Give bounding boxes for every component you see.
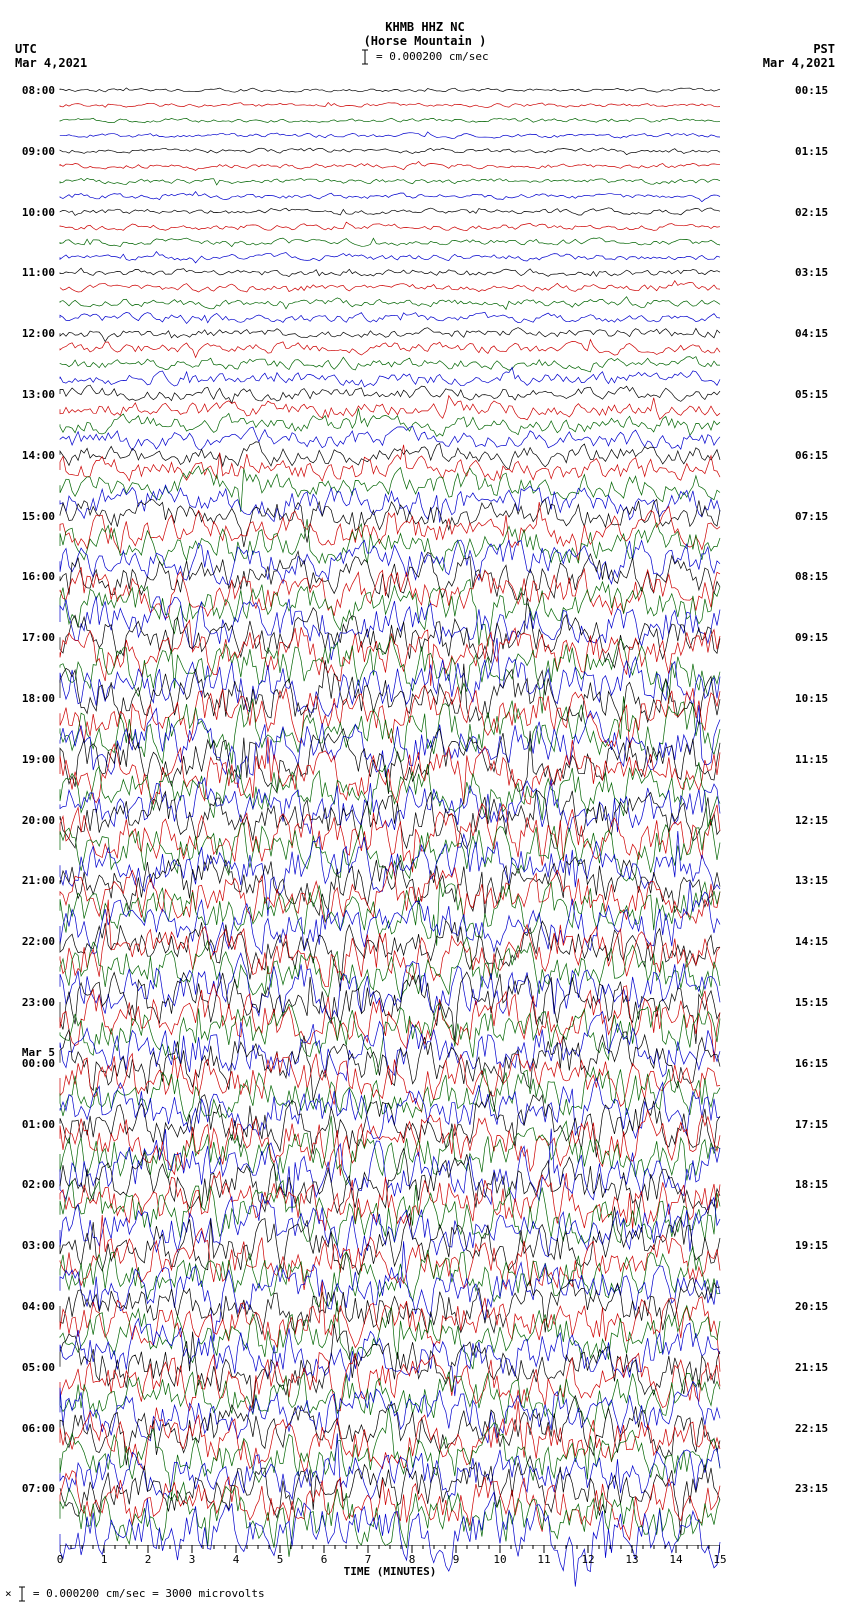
- time-label-left: 15:00: [15, 510, 55, 523]
- time-label-right: 14:15: [795, 935, 835, 948]
- time-label-left: 04:00: [15, 1300, 55, 1313]
- time-label-right: 20:15: [795, 1300, 835, 1313]
- x-tick-label: 3: [189, 1553, 196, 1566]
- date-right: Mar 4,2021: [763, 56, 835, 70]
- x-axis-ticks: [60, 1545, 720, 1565]
- time-label-right: 12:15: [795, 814, 835, 827]
- x-tick-label: 13: [625, 1553, 638, 1566]
- seismogram-plot: [60, 90, 720, 1545]
- time-label-right: 01:15: [795, 145, 835, 158]
- x-tick-label: 1: [101, 1553, 108, 1566]
- x-tick-label: 6: [321, 1553, 328, 1566]
- time-label-left: 05:00: [15, 1361, 55, 1374]
- time-label-right: 02:15: [795, 206, 835, 219]
- x-tick-label: 9: [453, 1553, 460, 1566]
- x-tick-label: 4: [233, 1553, 240, 1566]
- time-label-right: 00:15: [795, 84, 835, 97]
- x-axis: 0123456789101112131415 TIME (MINUTES): [60, 1545, 720, 1575]
- time-label-left: 07:00: [15, 1482, 55, 1495]
- scale-legend: = 0.000200 cm/sec: [0, 48, 850, 66]
- time-label-right: 06:15: [795, 449, 835, 462]
- time-label-left: 16:00: [15, 570, 55, 583]
- time-label-right: 03:15: [795, 266, 835, 279]
- footer-scale-bar-icon: [18, 1585, 26, 1603]
- time-label-right: 09:15: [795, 631, 835, 644]
- x-tick-label: 14: [669, 1553, 682, 1566]
- time-label-right: 07:15: [795, 510, 835, 523]
- station-code: KHMB HHZ NC: [0, 20, 850, 34]
- time-label-right: 13:15: [795, 874, 835, 887]
- time-label-left: 13:00: [15, 388, 55, 401]
- time-label-left: 09:00: [15, 145, 55, 158]
- x-tick-label: 15: [713, 1553, 726, 1566]
- time-label-right: 17:15: [795, 1118, 835, 1131]
- scale-bar-icon: [361, 48, 369, 66]
- footer-prefix: ×: [5, 1587, 12, 1600]
- time-label-right: 08:15: [795, 570, 835, 583]
- x-axis-title: TIME (MINUTES): [344, 1565, 437, 1578]
- time-label-right: 18:15: [795, 1178, 835, 1191]
- tz-left: UTC: [15, 42, 37, 56]
- time-label-left: 14:00: [15, 449, 55, 462]
- time-label-right: 23:15: [795, 1482, 835, 1495]
- time-label-left: 02:00: [15, 1178, 55, 1191]
- tz-right: PST: [813, 42, 835, 56]
- seismogram-container: UTC Mar 4,2021 PST Mar 4,2021 KHMB HHZ N…: [0, 0, 850, 1613]
- x-tick-label: 0: [57, 1553, 64, 1566]
- time-label-left: 01:00: [15, 1118, 55, 1131]
- time-label-left: 11:00: [15, 266, 55, 279]
- header: KHMB HHZ NC (Horse Mountain ): [0, 0, 850, 48]
- time-label-left: 23:00: [15, 996, 55, 1009]
- time-label-right: 21:15: [795, 1361, 835, 1374]
- footer-text: = 0.000200 cm/sec = 3000 microvolts: [33, 1587, 265, 1600]
- time-label-left: 18:00: [15, 692, 55, 705]
- station-location: (Horse Mountain ): [0, 34, 850, 48]
- x-tick-label: 11: [537, 1553, 550, 1566]
- x-tick-label: 2: [145, 1553, 152, 1566]
- time-label-right: 11:15: [795, 753, 835, 766]
- x-tick-label: 5: [277, 1553, 284, 1566]
- time-label-left: 08:00: [15, 84, 55, 97]
- time-label-right: 10:15: [795, 692, 835, 705]
- time-label-left: 17:00: [15, 631, 55, 644]
- time-label-right: 16:15: [795, 1057, 835, 1070]
- time-label-left: 21:00: [15, 874, 55, 887]
- time-label-right: 15:15: [795, 996, 835, 1009]
- x-tick-label: 12: [581, 1553, 594, 1566]
- time-label-left: 20:00: [15, 814, 55, 827]
- x-tick-label: 10: [493, 1553, 506, 1566]
- time-label-left: 00:00: [15, 1057, 55, 1070]
- time-label-right: 22:15: [795, 1422, 835, 1435]
- time-label-right: 19:15: [795, 1239, 835, 1252]
- time-label-left: 22:00: [15, 935, 55, 948]
- scale-text: = 0.000200 cm/sec: [376, 50, 489, 63]
- time-label-right: 05:15: [795, 388, 835, 401]
- date-left: Mar 4,2021: [15, 56, 87, 70]
- time-label-left: 10:00: [15, 206, 55, 219]
- time-label-right: 04:15: [795, 327, 835, 340]
- time-label-left: 19:00: [15, 753, 55, 766]
- footer: × = 0.000200 cm/sec = 3000 microvolts: [5, 1585, 265, 1603]
- time-label-left: 06:00: [15, 1422, 55, 1435]
- time-label-left: 12:00: [15, 327, 55, 340]
- time-label-left: 03:00: [15, 1239, 55, 1252]
